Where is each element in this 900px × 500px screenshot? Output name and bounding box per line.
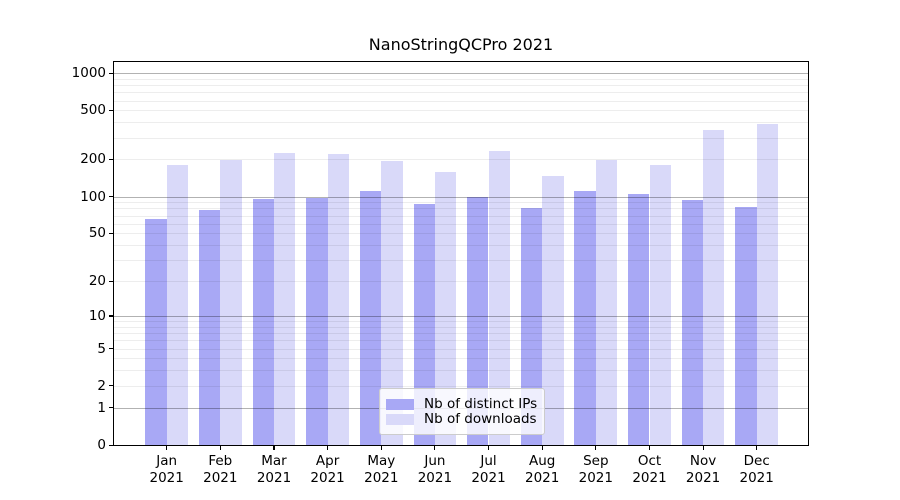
legend-item-downloads: Nb of downloads: [386, 411, 537, 427]
y-tick: [109, 348, 114, 350]
axis-layer: 1000 500 200 100 50 20 10 5 2 1 0 Jan 2021 Feb 2021 M…: [72, 62, 808, 486]
bar-distinct-ips: [628, 194, 650, 445]
x-tick: [702, 445, 704, 450]
bar-downloads: [381, 161, 403, 445]
bar-downloads: [274, 153, 296, 445]
y-tick-label: 1: [97, 399, 106, 416]
y-tick: [109, 407, 114, 409]
x-tick-label: Oct 2021: [632, 453, 667, 486]
y-tick: [109, 385, 114, 387]
y-tick: [109, 232, 114, 234]
bar-downloads: [703, 129, 725, 445]
x-tick-label: Apr 2021: [310, 453, 345, 486]
x-tick: [756, 445, 758, 450]
x-tick-label: Jun 2021: [417, 453, 453, 486]
x-tick: [327, 445, 329, 450]
bar-distinct-ips: [413, 203, 435, 445]
x-tick-label: Jan 2021: [149, 453, 184, 486]
x-tick-label: Nov 2021: [685, 453, 721, 486]
y-tick-label: 100: [80, 188, 106, 205]
bar-distinct-ips: [252, 198, 274, 445]
bar-distinct-ips: [306, 197, 328, 445]
bar-distinct-ips: [198, 210, 221, 445]
y-tick: [109, 72, 114, 74]
x-tick-label: Dec 2021: [739, 453, 774, 486]
legend-swatch-distinct-ips: [386, 399, 414, 410]
x-tick-label: Mar 2021: [256, 453, 292, 486]
bar-distinct-ips: [735, 207, 757, 445]
x-tick: [487, 445, 490, 450]
x-tick: [219, 445, 221, 450]
x-tick: [648, 445, 651, 450]
bar-downloads: [166, 164, 189, 445]
bar-downloads: [542, 175, 564, 445]
y-tick-label: 200: [80, 151, 106, 168]
y-tick-label: 500: [80, 102, 106, 119]
x-tick: [434, 445, 436, 450]
y-tick-label: 0: [97, 437, 106, 453]
x-tick-label: Jul 2021: [471, 453, 506, 486]
bar-distinct-ips: [467, 196, 489, 445]
bar-downloads: [488, 150, 510, 445]
y-tick: [109, 196, 114, 198]
chart-title: NanoStringQCPro 2021: [368, 35, 554, 54]
y-tick-label: 1000: [71, 65, 106, 81]
legend-swatch-downloads: [386, 414, 414, 425]
x-tick: [380, 445, 382, 450]
y-tick: [109, 315, 114, 317]
legend-label-downloads: Nb of downloads: [424, 411, 537, 427]
bar-distinct-ips: [574, 190, 596, 445]
y-tick: [109, 280, 114, 282]
bar-distinct-ips: [681, 200, 704, 445]
bar-distinct-ips: [520, 208, 543, 445]
x-tick-label: Aug 2021: [525, 453, 560, 486]
x-tick-label: Feb 2021: [203, 453, 238, 486]
bar-downloads: [756, 123, 779, 445]
x-tick: [273, 445, 275, 450]
bars-layer: [114, 62, 808, 445]
y-tick: [109, 158, 114, 161]
y-tick-label: 20: [88, 273, 106, 290]
y-tick-label: 5: [97, 340, 106, 357]
bar-distinct-ips: [145, 218, 167, 445]
y-tick: [109, 109, 114, 111]
x-tick: [595, 445, 597, 450]
x-tick: [166, 445, 168, 450]
bar-downloads: [220, 160, 242, 445]
y-tick: [109, 444, 114, 446]
bar-distinct-ips: [359, 191, 382, 445]
legend-item-distinct-ips: Nb of distinct IPs: [386, 396, 538, 412]
x-tick-label: May 2021: [364, 453, 399, 486]
bar-downloads: [327, 154, 349, 445]
legend-label-distinct-ips: Nb of distinct IPs: [424, 396, 538, 412]
x-tick: [541, 445, 543, 450]
bar-downloads: [434, 171, 457, 445]
y-tick-label: 10: [88, 307, 106, 324]
plot-area: 1000 500 200 100 50 20 10 5 2 1 0 Jan 2021 Feb 2021 M…: [72, 61, 809, 486]
bar-downloads: [595, 160, 618, 445]
y-tick-label: 50: [88, 225, 106, 242]
legend: Nb of distinct IPs Nb of downloads: [379, 388, 545, 435]
bar-downloads: [649, 165, 671, 445]
x-tick-label: Sep 2021: [578, 453, 613, 486]
y-tick-label: 2: [97, 377, 106, 394]
